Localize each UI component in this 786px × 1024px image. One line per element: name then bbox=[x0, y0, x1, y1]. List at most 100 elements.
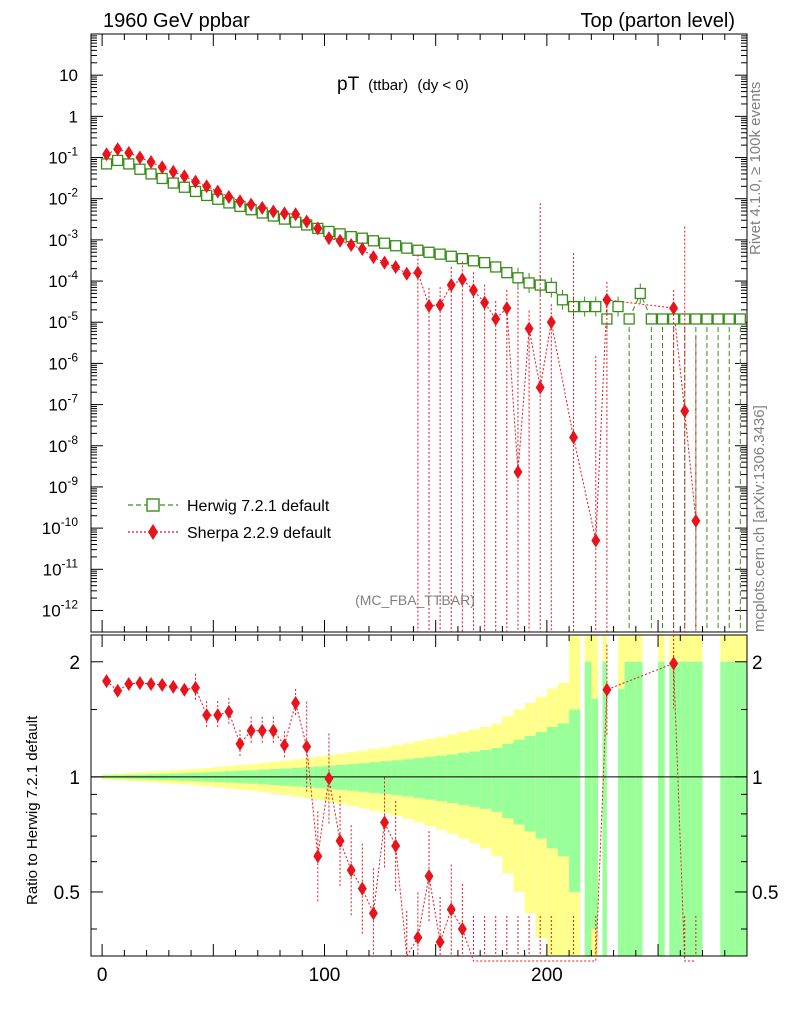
ratio-y-tick-label-left: 1 bbox=[69, 768, 80, 789]
herwig-point bbox=[178, 181, 191, 193]
sherpa-point bbox=[513, 465, 523, 480]
ratio-band-inner bbox=[380, 761, 392, 794]
ratio-sherpa-point bbox=[224, 704, 234, 719]
ratio-sherpa-point bbox=[357, 881, 367, 896]
sherpa-point bbox=[691, 513, 701, 528]
ratio-band-gap bbox=[580, 635, 585, 956]
sherpa-point bbox=[168, 164, 178, 179]
sherpa-point bbox=[591, 533, 601, 548]
ratio-band-gap bbox=[606, 635, 619, 956]
sherpa-point bbox=[546, 315, 556, 330]
ratio-sherpa-point bbox=[202, 708, 212, 723]
chart-title-sub: (ttbar) bbox=[368, 77, 408, 94]
ratio-sherpa-point bbox=[191, 680, 201, 695]
herwig-point bbox=[434, 248, 446, 260]
ratio-sherpa-point bbox=[135, 676, 145, 691]
ratio-band-inner bbox=[491, 747, 503, 812]
sherpa-point bbox=[246, 197, 256, 212]
ratio-sherpa-point bbox=[291, 696, 301, 711]
ratio-sherpa-point bbox=[457, 922, 467, 937]
ratio-sherpa-point bbox=[102, 674, 112, 689]
ratio-sherpa-point bbox=[413, 930, 423, 945]
ratio-band-inner bbox=[424, 756, 436, 800]
chart-title-main: pT bbox=[337, 74, 360, 95]
herwig-point bbox=[467, 255, 480, 267]
main-y-axis: 10-1210-1110-1010-910-810-710-610-510-41… bbox=[42, 34, 747, 632]
ratio-sherpa-point bbox=[391, 838, 401, 853]
y-tick-label: 10-5 bbox=[48, 309, 78, 332]
header-right: Top (parton level) bbox=[580, 10, 735, 32]
header-left: 1960 GeV ppbar bbox=[103, 10, 250, 32]
sherpa-point bbox=[146, 154, 156, 169]
ratio-sherpa-point bbox=[435, 934, 445, 949]
sherpa-point bbox=[213, 184, 223, 199]
ratio-band-inner bbox=[413, 758, 425, 799]
ratio-band-inner bbox=[691, 661, 703, 956]
herwig-point bbox=[723, 313, 735, 325]
ratio-y-tick-label-left: 0.5 bbox=[54, 883, 80, 904]
ratio-band-inner bbox=[402, 759, 414, 797]
ratio-sherpa-point bbox=[346, 863, 356, 878]
ratio-sherpa-point bbox=[257, 723, 267, 738]
y-tick-label: 10-7 bbox=[48, 392, 78, 415]
ratio-band-inner bbox=[391, 760, 403, 796]
sherpa-point bbox=[357, 242, 367, 257]
y-tick-label: 10-4 bbox=[48, 268, 78, 291]
herwig-point bbox=[401, 242, 413, 254]
ratio-sherpa-point bbox=[213, 708, 223, 723]
sherpa-point bbox=[391, 259, 401, 274]
y-tick-label: 1 bbox=[69, 107, 78, 126]
sherpa-point bbox=[224, 190, 234, 205]
ratio-band-inner bbox=[580, 661, 592, 956]
ratio-sherpa-point bbox=[380, 815, 390, 830]
herwig-point bbox=[167, 177, 179, 189]
sherpa-point bbox=[457, 272, 467, 287]
ratio-band-inner bbox=[635, 661, 647, 956]
sherpa-point bbox=[346, 238, 356, 253]
herwig-point bbox=[701, 313, 713, 325]
herwig-point bbox=[423, 246, 435, 258]
sherpa-point bbox=[179, 169, 189, 184]
sherpa-point bbox=[191, 174, 201, 189]
ratio-band-inner bbox=[624, 661, 636, 956]
y-tick-label: 10-3 bbox=[48, 227, 78, 250]
herwig-point bbox=[134, 163, 146, 175]
ratio-band-gap bbox=[664, 635, 670, 956]
ratio-axes: 0.5 0.5 1 1 2 2 0 100 200 bbox=[54, 635, 778, 986]
herwig-point bbox=[545, 281, 557, 294]
ratio-band-inner bbox=[546, 727, 558, 849]
ratio-band-inner bbox=[658, 661, 670, 956]
ratio-sherpa-point bbox=[279, 738, 289, 753]
sherpa-point bbox=[402, 266, 412, 281]
sherpa-point bbox=[102, 147, 112, 162]
x-tick-label: 200 bbox=[531, 965, 563, 986]
ratio-band-inner bbox=[735, 661, 747, 956]
y-tick-label: 10-6 bbox=[48, 350, 78, 373]
x-tick-label: 0 bbox=[97, 965, 108, 986]
ratio-sherpa-point bbox=[424, 869, 434, 884]
sherpa-point bbox=[524, 321, 534, 336]
main-panel: 10-1210-1110-1010-910-810-710-610-510-41… bbox=[42, 33, 748, 633]
ratio-panel-frame bbox=[90, 634, 748, 957]
ratio-band-inner bbox=[446, 754, 458, 803]
sherpa-point bbox=[124, 145, 134, 160]
herwig-point bbox=[490, 261, 502, 273]
ratio-series bbox=[102, 635, 697, 962]
y-tick-label: 10-10 bbox=[42, 515, 79, 538]
ratio-band-gap bbox=[702, 635, 721, 956]
ratio-band-inner bbox=[457, 752, 470, 805]
herwig-point bbox=[390, 240, 402, 252]
ratio-sherpa-point bbox=[602, 682, 612, 697]
ratio-sherpa-point bbox=[235, 736, 245, 751]
ratio-panel: 0.5 0.5 1 1 2 2 0 100 200 bbox=[54, 634, 778, 986]
sherpa-point bbox=[413, 265, 423, 280]
chart-title: pT (ttbar) (dy < 0) bbox=[337, 74, 469, 95]
rivet-version-label: Rivet 4.1.0, ≥ 100k events bbox=[747, 82, 764, 255]
ratio-y-tick-label-left: 2 bbox=[69, 653, 80, 674]
ratio-y-tick-label-right: 1 bbox=[752, 768, 763, 789]
herwig-point bbox=[712, 313, 724, 325]
legend: Herwig 7.2.1 default Sherpa 2.2.9 defaul… bbox=[128, 498, 332, 542]
herwig-point bbox=[478, 256, 491, 269]
analysis-tag: (MC_FBA_TTBAR) bbox=[355, 592, 475, 608]
herwig-point bbox=[412, 244, 424, 256]
